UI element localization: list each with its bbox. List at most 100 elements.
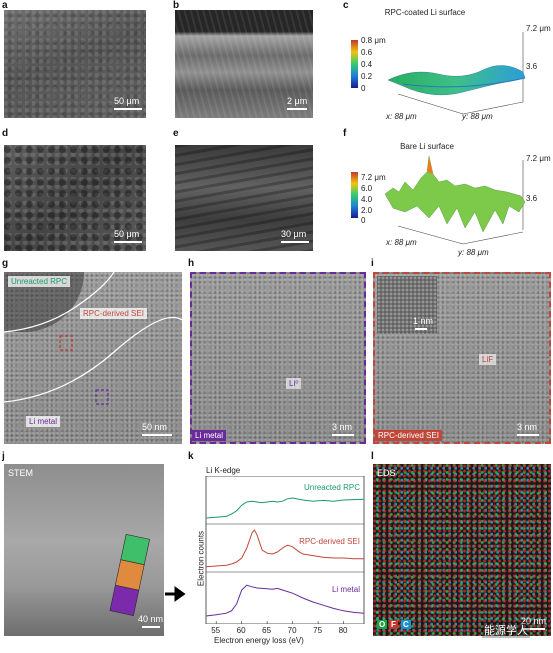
eds-map: EDS O F C 20 nm	[373, 464, 551, 636]
colorbar-tick: 2.0	[361, 206, 373, 215]
panel-label-j: j	[2, 451, 5, 462]
eds-title: EDS	[377, 468, 396, 478]
scale-bar	[114, 108, 142, 110]
colorbar-tick: 0.6	[361, 48, 373, 57]
colorbar-tick: 6.0	[361, 184, 373, 193]
scale-bar	[287, 108, 307, 110]
x-tick-label: 65	[262, 626, 272, 635]
hrtem-inset: 1 nm	[377, 276, 437, 334]
element-o-badge: O	[377, 620, 388, 629]
series-line-unreacted-rpc	[205, 497, 365, 519]
x-axis-label: x: 88 μm	[386, 112, 417, 121]
panel-label-k: k	[188, 451, 194, 462]
panel-label-a: a	[2, 0, 8, 11]
x-tick-label: 60	[236, 626, 246, 635]
sem-image-bare-cross-section: 30 μm	[175, 145, 313, 251]
li0-label: Li⁰	[286, 378, 302, 389]
element-c-badge: C	[401, 620, 411, 629]
colorbar-tick: 0.2	[361, 72, 373, 81]
lif-label: LiF	[479, 354, 497, 365]
stem-title: STEM	[8, 468, 34, 478]
scale-bar	[517, 434, 539, 436]
z-axis-max: 7.2 μm	[526, 154, 551, 163]
scale-label-i: 3 nm	[517, 422, 538, 432]
colorbar	[351, 40, 358, 88]
eels-spectra-chart: Li K-edge Electron counts Unreacted RPC R…	[190, 462, 368, 648]
li-metal-tag: Li metal	[192, 430, 227, 441]
li-metal-region-marker	[95, 389, 109, 405]
x-axis-label: x: 88 μm	[386, 238, 417, 247]
scale-bar	[281, 241, 309, 243]
x-tick-label: 75	[313, 626, 323, 635]
z-axis-mid: 3.6	[526, 194, 538, 203]
hrtem-image-rpc-derived-sei: 1 nm LiF RPC-derived SEI 3 nm	[373, 272, 551, 444]
scale-label-e: 30 μm	[281, 229, 307, 239]
chart-title: Li K-edge	[206, 466, 241, 475]
panel-f-title: Bare Li surface	[400, 142, 454, 151]
series-label: Unreacted RPC	[304, 483, 360, 492]
panel-label-g: g	[2, 258, 9, 269]
x-tick-label: 70	[287, 626, 297, 635]
colorbar-tick: 0	[361, 216, 366, 225]
panel-label-f: f	[343, 128, 347, 139]
eels-region-rpc-derived-sei	[114, 559, 145, 591]
panel-label-e: e	[173, 128, 179, 139]
panel-label-h: h	[188, 258, 195, 269]
rpc-derived-sei-label: RPC-derived SEI	[80, 308, 147, 319]
scale-bar	[114, 241, 142, 243]
x-tick-label: 80	[338, 626, 348, 635]
arrow-icon	[165, 586, 186, 602]
sei-region-marker	[59, 335, 73, 351]
panel-label-d: d	[2, 128, 9, 139]
watermark: 能源学人	[482, 622, 530, 638]
afm-3d-plot-bare	[351, 155, 526, 245]
panel-label-c: c	[343, 0, 349, 11]
colorbar-tick: 7.2 μm	[361, 173, 386, 182]
li-metal-label: Li metal	[26, 416, 61, 427]
scale-bar	[332, 434, 354, 436]
element-f-badge: F	[389, 620, 398, 629]
z-axis-mid: 3.6	[526, 62, 538, 71]
colorbar-tick: 0	[361, 84, 366, 93]
x-axis-label: Electron energy loss (eV)	[214, 636, 304, 645]
colorbar-tick: 0.8 μm	[361, 36, 386, 45]
scale-label-j: 40 nm	[138, 614, 164, 624]
series-line-rpc-derived-sei	[205, 529, 364, 568]
panel-label-l: l	[371, 451, 374, 462]
plot-frame	[205, 476, 365, 624]
scale-label-g: 50 nm	[142, 422, 168, 432]
afm-3d-plot-rpc-coated	[351, 32, 526, 115]
stem-image: STEM 40 nm	[4, 464, 164, 636]
hrtem-image-li-metal: Li⁰ Li metal 3 nm	[190, 272, 366, 444]
colorbar-tick: 0.4	[361, 60, 373, 69]
x-tick-label: 55	[211, 626, 221, 635]
scale-label-inset: 1 nm	[413, 316, 434, 326]
rpc-derived-sei-tag: RPC-derived SEI	[375, 430, 442, 441]
scale-bar	[415, 328, 427, 330]
scale-label-b: 2 μm	[287, 96, 308, 106]
scale-label-a: 50 μm	[114, 96, 140, 106]
tem-image-overview: Unreacted RPC RPC-derived SEI Li metal 5…	[4, 272, 182, 444]
colorbar	[351, 172, 358, 218]
eels-region-unreacted-rpc	[120, 533, 150, 566]
unreacted-rpc-label: Unreacted RPC	[8, 276, 71, 287]
series-label: Li metal	[332, 585, 360, 594]
panel-label-b: b	[173, 0, 180, 11]
eels-region-li-metal	[109, 584, 140, 616]
series-label: RPC-derived SEI	[299, 537, 360, 546]
sem-image-rpc-coated-top: 50 μm	[4, 10, 146, 118]
y-axis-label: y: 88 μm	[458, 248, 489, 257]
scale-bar	[142, 626, 160, 628]
y-axis-label: y: 88 μm	[462, 112, 493, 121]
scale-label-d: 50 μm	[114, 229, 140, 239]
sem-image-bare-top: 50 μm	[4, 145, 146, 251]
scale-label-h: 3 nm	[332, 422, 353, 432]
sem-image-rpc-coated-cross-section: 2 μm	[175, 10, 313, 118]
panel-c-title: RPC-coated Li surface	[384, 8, 466, 17]
series-line-li-metal	[205, 584, 365, 617]
scale-label-l: 20 nm	[521, 616, 547, 626]
scale-bar	[142, 434, 172, 436]
scale-bar	[523, 628, 545, 630]
z-axis-max: 7.2 μm	[526, 24, 551, 33]
panel-label-i: i	[371, 258, 374, 269]
